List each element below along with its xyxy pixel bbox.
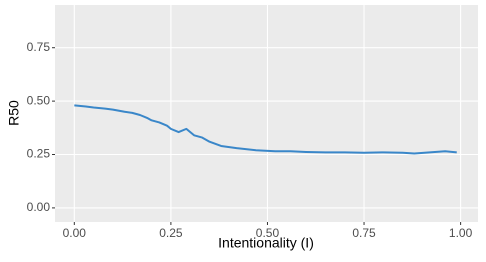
y-tick-label: 0.75 — [27, 40, 51, 54]
line — [74, 104, 457, 155]
y-tick-label: 0.25 — [27, 147, 51, 161]
y-tick-label: 0.50 — [27, 93, 51, 107]
x-tick-label: 1.00 — [449, 226, 473, 240]
y-tick-label: 0.00 — [27, 200, 51, 214]
panel — [55, 5, 478, 222]
x-tick-label: 0.25 — [159, 226, 183, 240]
x-tick-label: 0.50 — [256, 226, 280, 240]
x-tick-label: 0.75 — [352, 226, 376, 240]
y-axis-title: R50 — [6, 100, 22, 126]
x-tick-label: 0.00 — [63, 226, 87, 240]
x-axis-title: Intentionality (I) — [218, 235, 314, 251]
